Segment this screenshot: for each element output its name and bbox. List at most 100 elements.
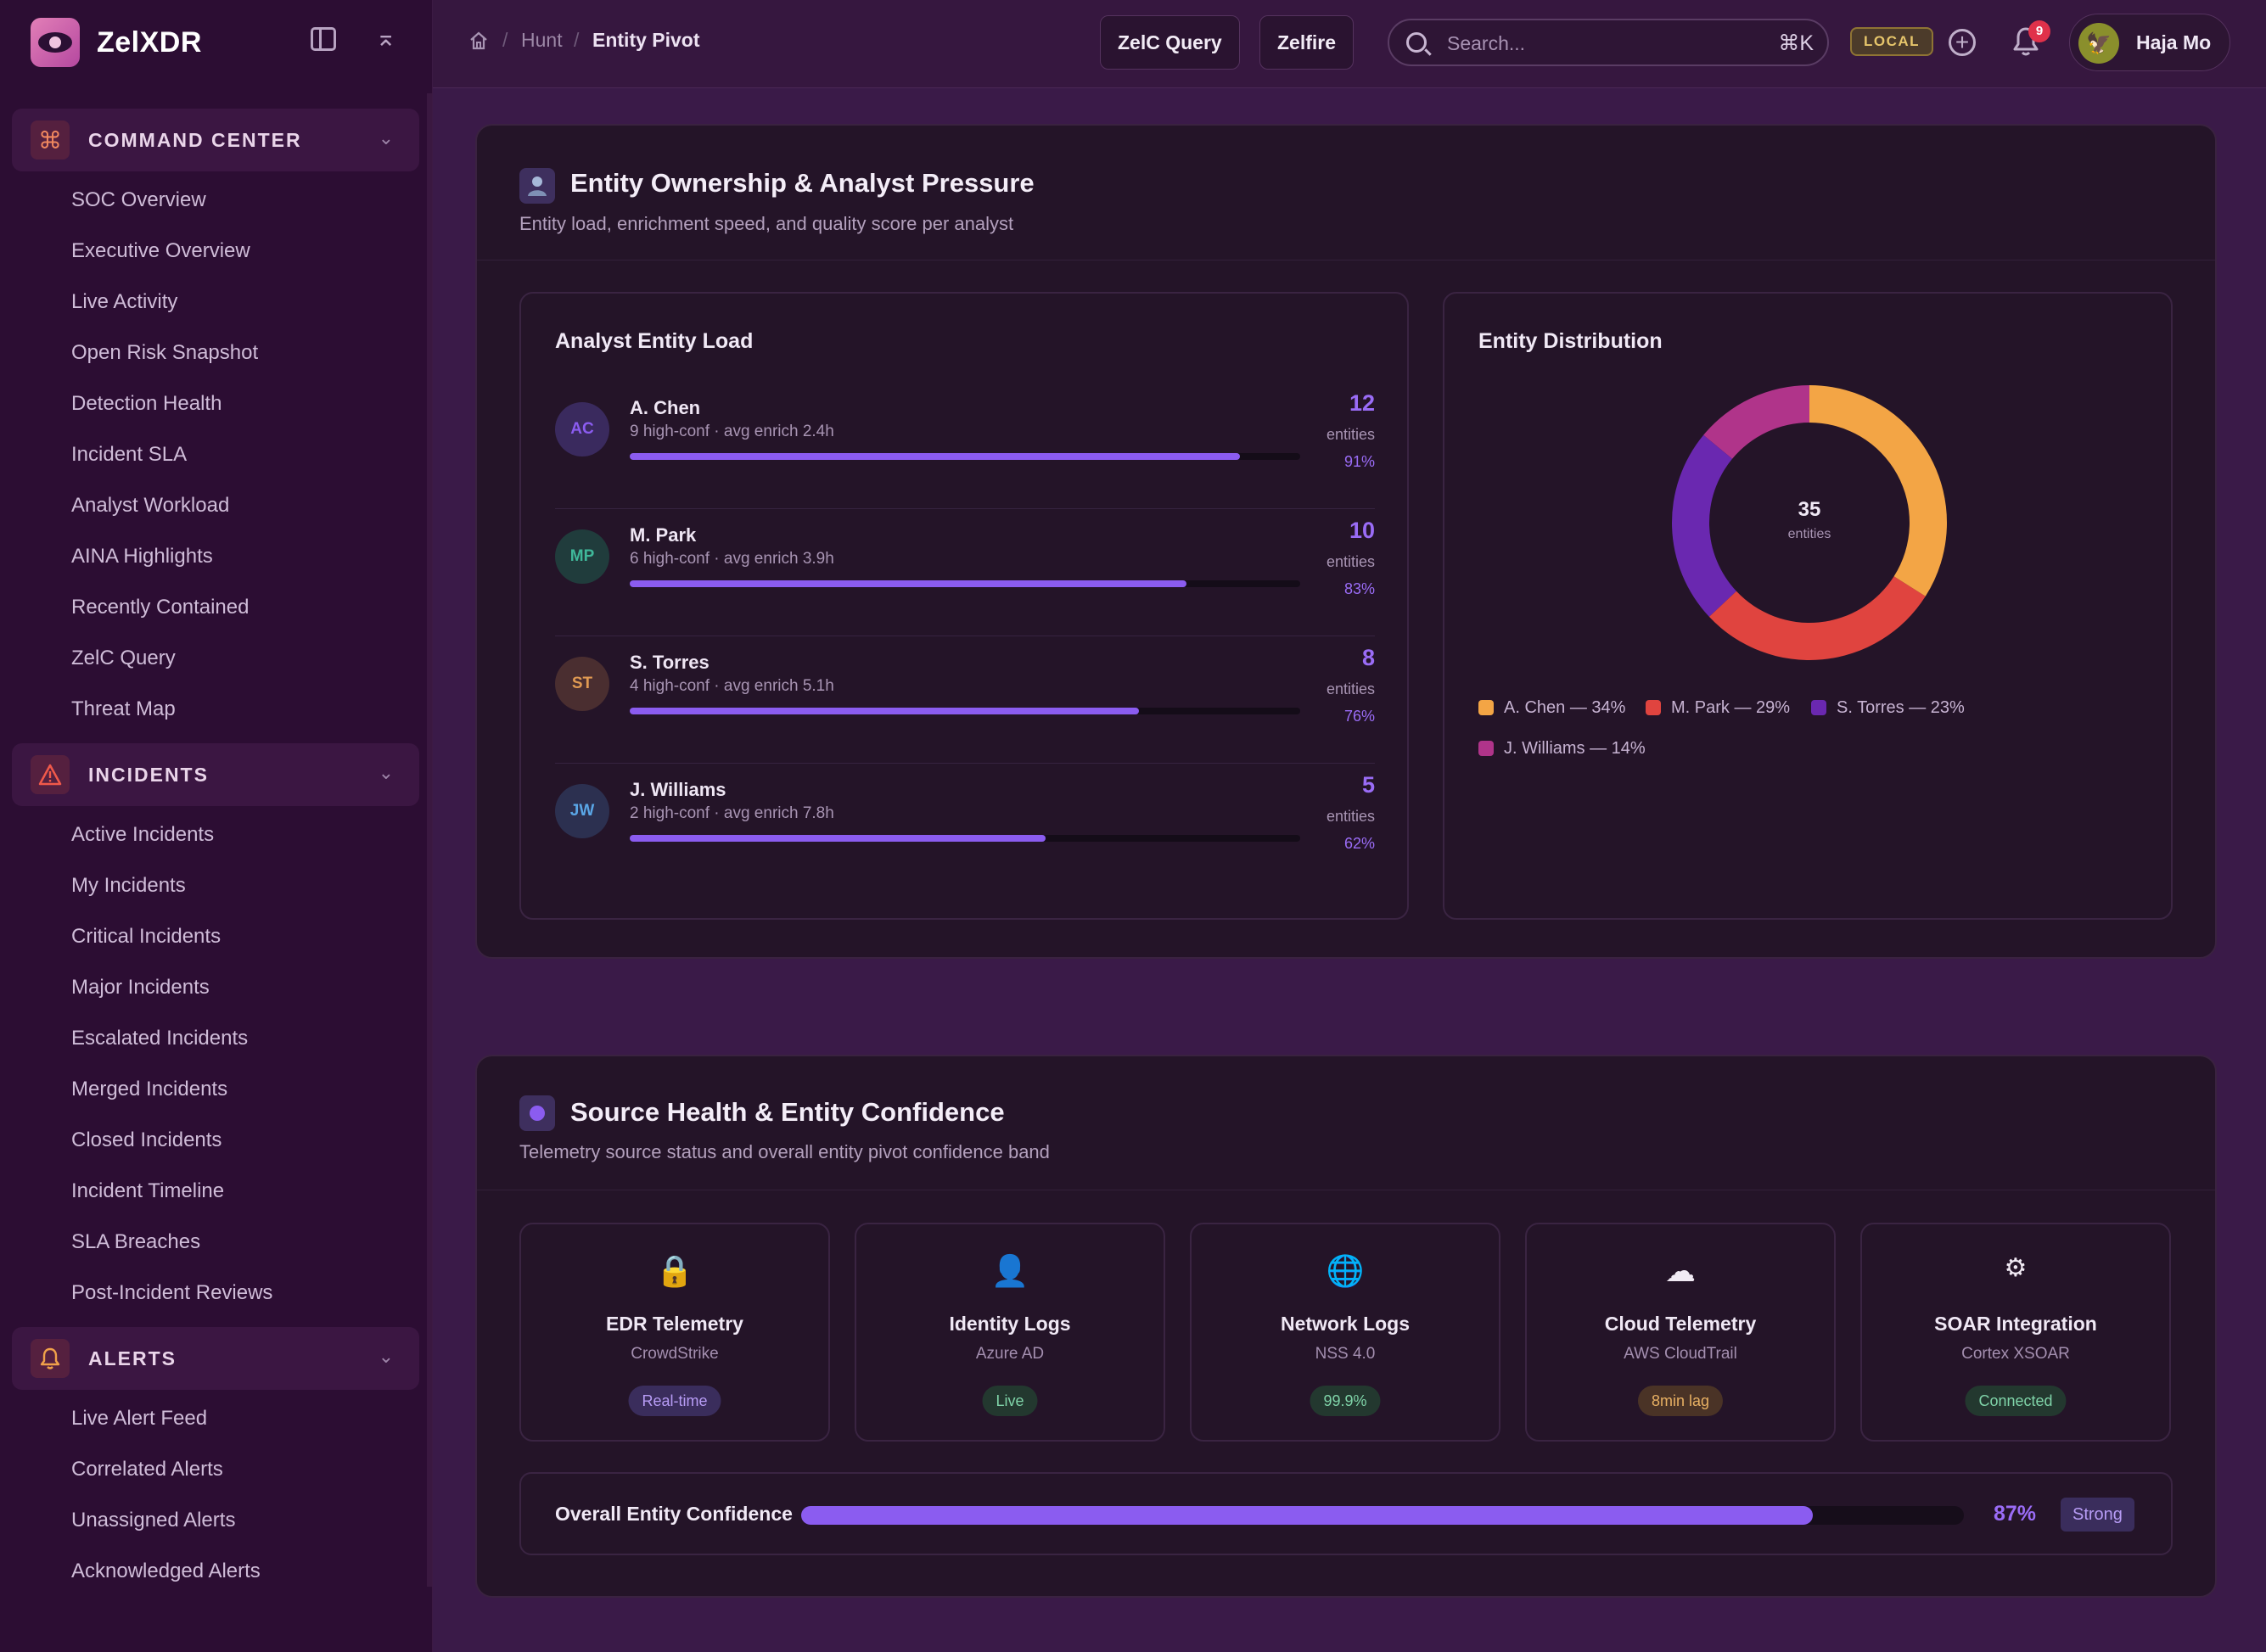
sidebar: ZelXDR ⌅ ⌘ COMMAND CENTER ⌄ SOC Overview…: [0, 0, 433, 1652]
cloud-icon: ☁: [1665, 1253, 1696, 1288]
sidebar-toggle-icon[interactable]: [311, 27, 336, 51]
donut-center-value: 35: [1798, 498, 1821, 521]
section-command-center[interactable]: ⌘ COMMAND CENTER ⌄: [12, 109, 419, 171]
legend-swatch: [1811, 700, 1826, 715]
quality-percent: 76%: [1343, 708, 1375, 725]
sidebar-item-live-activity[interactable]: Live Activity: [71, 290, 178, 313]
zelxdr-logo-icon: [31, 18, 80, 67]
source-vendor: NSS 4.0: [1315, 1345, 1376, 1363]
section-incidents[interactable]: INCIDENTS ⌄: [12, 743, 419, 806]
load-bar-fill: [630, 835, 1046, 842]
section-title: COMMAND CENTER: [88, 128, 302, 151]
section-title: INCIDENTS: [88, 763, 209, 786]
legend-item[interactable]: A. Chen — 34%: [1478, 697, 1625, 718]
sidebar-item-threat-map[interactable]: Threat Map: [71, 697, 176, 720]
quality-percent: 62%: [1343, 835, 1375, 852]
sidebar-item-incident-sla[interactable]: Incident SLA: [71, 443, 188, 466]
confidence-progress: [801, 1506, 1964, 1525]
analyst-name: A. Chen: [630, 397, 701, 418]
gear-icon: ⚙: [2004, 1254, 2028, 1282]
bell-icon: [31, 1339, 70, 1378]
donut-slice-s-torres[interactable]: [1672, 434, 1736, 617]
source-card-soar[interactable]: ⚙ SOAR Integration Cortex XSOAR Connecte…: [1860, 1223, 2171, 1442]
lock-icon: 🔒: [655, 1253, 694, 1288]
panel-subtitle: Telemetry source status and overall enti…: [519, 1141, 1050, 1162]
overall-confidence-bar: Overall Entity Confidence 87% Strong: [519, 1472, 2173, 1555]
sidebar-item-post-incident-reviews[interactable]: Post-Incident Reviews: [71, 1281, 273, 1304]
breadcrumb-separator: /: [502, 29, 508, 51]
sidebar-item-detection-health[interactable]: Detection Health: [71, 392, 222, 415]
sidebar-item-escalated-incidents[interactable]: Escalated Incidents: [71, 1027, 249, 1050]
sidebar-item-aina-highlights[interactable]: AINA Highlights: [71, 545, 213, 568]
sidebar-item-recently-contained[interactable]: Recently Contained: [71, 596, 250, 619]
search-input[interactable]: Search... ⌘K: [1388, 19, 1829, 66]
sidebar-item-acknowledged-alerts[interactable]: Acknowledged Alerts: [71, 1560, 261, 1582]
legend-label: S. Torres — 23%: [1837, 698, 1965, 717]
source-card-network[interactable]: 🌐 Network Logs NSS 4.0 99.9%: [1190, 1223, 1500, 1442]
card-title: Entity Distribution: [1478, 329, 1663, 353]
legend-label: A. Chen — 34%: [1504, 698, 1626, 717]
collapse-all-icon[interactable]: ⌅: [375, 24, 397, 52]
source-card-edr[interactable]: 🔒 EDR Telemetry CrowdStrike Real-time: [519, 1223, 830, 1442]
sidebar-item-zelc-query[interactable]: ZelC Query: [71, 647, 176, 669]
sidebar-item-sla-breaches[interactable]: SLA Breaches: [71, 1230, 201, 1253]
search-shortcut: ⌘K: [1778, 31, 1814, 55]
source-card-cloud[interactable]: ☁ Cloud Telemetry AWS CloudTrail 8min la…: [1525, 1223, 1836, 1442]
section-title: ALERTS: [88, 1347, 177, 1369]
search-placeholder: Search...: [1447, 32, 1526, 54]
sidebar-item-incident-timeline[interactable]: Incident Timeline: [71, 1179, 225, 1202]
confidence-badge: Strong: [2061, 1498, 2134, 1532]
source-name: Cloud Telemetry: [1604, 1313, 1757, 1335]
source-card-identity[interactable]: 👤 Identity Logs Azure AD Live: [855, 1223, 1165, 1442]
sidebar-item-soc-overview[interactable]: SOC Overview: [71, 188, 206, 211]
donut-slice-m-park[interactable]: [1708, 576, 1926, 660]
sidebar-item-critical-incidents[interactable]: Critical Incidents: [71, 925, 222, 948]
chevron-down-icon: ⌄: [378, 1346, 394, 1367]
load-bar-fill: [630, 708, 1140, 714]
user-menu[interactable]: 🦅 Haja Mo: [2069, 14, 2230, 71]
sidebar-item-active-incidents[interactable]: Active Incidents: [71, 823, 215, 846]
add-icon[interactable]: +: [1949, 29, 1976, 56]
analyst-row[interactable]: AC A. Chen 9 high-conf · avg enrich 2.4h…: [555, 382, 1375, 509]
section-alerts[interactable]: ALERTS ⌄: [12, 1327, 419, 1390]
donut-slice-j-williams[interactable]: [1703, 385, 1809, 459]
sidebar-item-executive-overview[interactable]: Executive Overview: [71, 239, 250, 262]
quality-percent: 83%: [1343, 580, 1375, 597]
analyst-row[interactable]: JW J. Williams 2 high-conf · avg enrich …: [555, 764, 1375, 891]
entity-distribution-card: Entity Distribution 35 entities A. Chen …: [1443, 292, 2173, 920]
card-title: Analyst Entity Load: [555, 329, 754, 353]
sidebar-item-live-alert-feed[interactable]: Live Alert Feed: [71, 1407, 208, 1430]
legend-item[interactable]: J. Williams — 14%: [1478, 738, 1646, 759]
sidebar-item-merged-incidents[interactable]: Merged Incidents: [71, 1078, 228, 1100]
sidebar-item-closed-incidents[interactable]: Closed Incidents: [71, 1128, 222, 1151]
donut-slice-a-chen[interactable]: [1809, 385, 1947, 596]
divider: [555, 508, 1375, 509]
sidebar-item-analyst-workload[interactable]: Analyst Workload: [71, 494, 230, 517]
sidebar-item-open-risk-snapshot[interactable]: Open Risk Snapshot: [71, 341, 259, 364]
sidebar-item-my-incidents[interactable]: My Incidents: [71, 874, 186, 897]
sidebar-item-major-incidents[interactable]: Major Incidents: [71, 976, 210, 999]
breadcrumb-hunt[interactable]: Hunt: [521, 29, 563, 51]
environment-badge: LOCAL: [1850, 27, 1934, 56]
zelc-query-button[interactable]: ZelC Query: [1100, 15, 1240, 70]
quality-percent: 91%: [1343, 453, 1375, 470]
zelfire-button[interactable]: Zelfire: [1259, 15, 1355, 70]
entity-ownership-panel: Entity Ownership & Analyst Pressure Enti…: [475, 124, 2217, 959]
analyst-row[interactable]: ST S. Torres 4 high-conf · avg enrich 5.…: [555, 636, 1375, 764]
home-icon[interactable]: [468, 31, 489, 51]
legend-item[interactable]: S. Torres — 23%: [1811, 697, 1965, 718]
load-bar: [630, 708, 1300, 714]
sidebar-item-unassigned-alerts[interactable]: Unassigned Alerts: [71, 1509, 236, 1532]
source-vendor: Azure AD: [975, 1345, 1045, 1363]
source-vendor: AWS CloudTrail: [1624, 1345, 1737, 1363]
load-bar-fill: [630, 453, 1240, 460]
sidebar-item-correlated-alerts[interactable]: Correlated Alerts: [71, 1458, 223, 1481]
sidebar-scrollbar[interactable]: [427, 93, 432, 1587]
legend-swatch: [1478, 741, 1494, 756]
analyst-row[interactable]: MP M. Park 6 high-conf · avg enrich 3.9h…: [555, 509, 1375, 636]
brand[interactable]: ZelXDR: [31, 17, 202, 68]
entity-unit: entities: [1326, 553, 1375, 570]
avatar: 🦅: [2078, 23, 2119, 64]
legend-item[interactable]: M. Park — 29%: [1646, 697, 1790, 718]
entity-unit: entities: [1326, 426, 1375, 443]
